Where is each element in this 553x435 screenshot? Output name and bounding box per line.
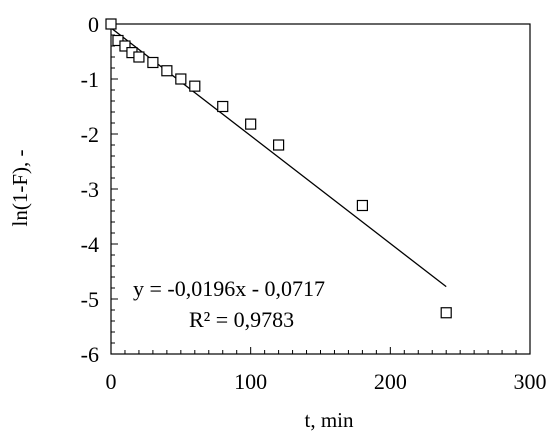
data-point: [245, 118, 257, 130]
trendline-equation: y = -0,0196x - 0,0717: [133, 276, 325, 301]
data-point: [119, 40, 131, 52]
data-point: [105, 18, 117, 30]
x-tick-label: 200: [374, 369, 407, 394]
y-tick-label: -6: [81, 342, 99, 367]
y-tick-label: -3: [81, 177, 99, 202]
data-point: [217, 100, 229, 113]
x-axis-ticks: [110, 347, 531, 354]
data-point: [273, 139, 285, 151]
y-tick-label: -1: [81, 67, 99, 92]
y-tick-label: 0: [88, 12, 99, 37]
data-point: [440, 307, 452, 319]
data-point: [175, 73, 187, 85]
data-points: [105, 18, 452, 319]
x-axis-title: t, min: [304, 408, 354, 432]
data-point: [147, 56, 159, 69]
y-axis-title: ln(1-F), -: [8, 150, 32, 227]
x-axis-tick-labels: 0 100 200 300: [106, 369, 547, 394]
x-tick-label: 300: [514, 369, 547, 394]
data-point: [161, 65, 173, 77]
y-tick-label: -2: [81, 122, 99, 147]
x-tick-label: 100: [234, 369, 267, 394]
y-axis-tick-labels: 0 -1 -2 -3 -4 -5 -6: [81, 12, 99, 367]
data-point: [356, 199, 368, 212]
trendline-r-squared: R² = 0,9783: [189, 307, 294, 332]
y-tick-label: -4: [81, 232, 99, 257]
x-tick-label: 0: [106, 369, 117, 394]
data-point: [189, 80, 201, 92]
y-tick-label: -5: [81, 287, 99, 312]
data-point: [133, 51, 145, 63]
y-axis-ticks: [111, 23, 118, 355]
